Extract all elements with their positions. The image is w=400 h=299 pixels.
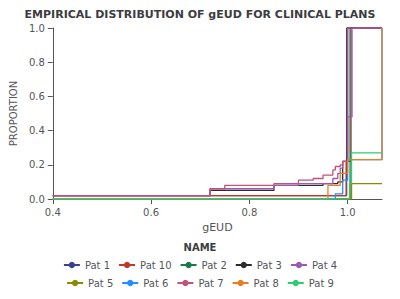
svg-text:0.0: 0.0 bbox=[29, 194, 45, 205]
svg-text:0.6: 0.6 bbox=[29, 91, 45, 102]
svg-text:Pat 3: Pat 3 bbox=[257, 260, 282, 271]
svg-text:Pat 7: Pat 7 bbox=[198, 278, 223, 289]
svg-text:Pat 6: Pat 6 bbox=[143, 278, 168, 289]
svg-text:PROPORTION: PROPORTION bbox=[8, 81, 19, 146]
svg-text:Pat 10: Pat 10 bbox=[140, 260, 172, 271]
svg-text:0.4: 0.4 bbox=[45, 207, 61, 218]
svg-text:0.2: 0.2 bbox=[29, 159, 45, 170]
svg-text:NAME: NAME bbox=[184, 242, 217, 253]
svg-text:0.6: 0.6 bbox=[143, 207, 159, 218]
svg-text:gEUD: gEUD bbox=[202, 221, 232, 234]
svg-text:Pat 8: Pat 8 bbox=[254, 278, 279, 289]
svg-text:Pat 1: Pat 1 bbox=[85, 260, 110, 271]
svg-text:Pat 5: Pat 5 bbox=[88, 278, 113, 289]
svg-text:0.8: 0.8 bbox=[29, 57, 45, 68]
svg-text:0.4: 0.4 bbox=[29, 125, 45, 136]
svg-text:EMPIRICAL DISTRIBUTION OF gEUD: EMPIRICAL DISTRIBUTION OF gEUD FOR CLINI… bbox=[25, 8, 376, 21]
svg-text:1.0: 1.0 bbox=[340, 207, 356, 218]
svg-text:1.0: 1.0 bbox=[29, 23, 45, 34]
svg-text:0.8: 0.8 bbox=[241, 207, 257, 218]
svg-text:Pat 9: Pat 9 bbox=[309, 278, 334, 289]
svg-text:Pat 2: Pat 2 bbox=[202, 260, 227, 271]
svg-text:Pat 4: Pat 4 bbox=[312, 260, 337, 271]
